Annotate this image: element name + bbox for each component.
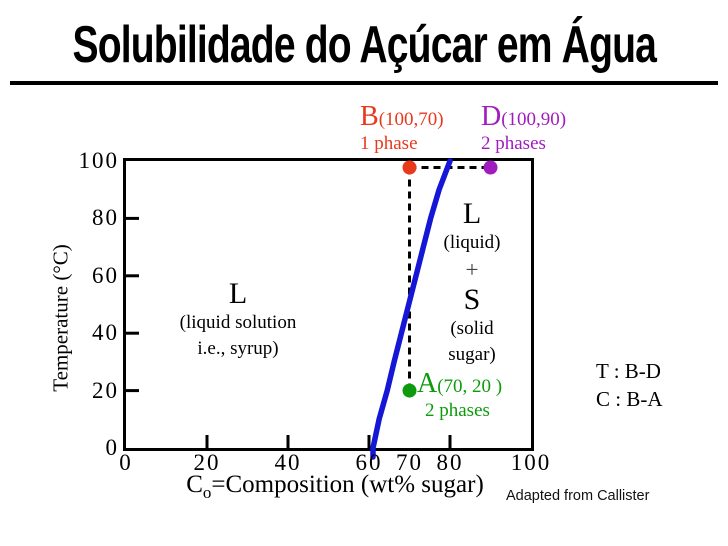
y-axis-tick-label: 100 [78, 148, 119, 173]
plot-area [123, 158, 534, 451]
region-liquid-line2: (liquid solution [179, 312, 297, 333]
x-axis-tick-label: 40 [274, 450, 302, 475]
x-axis-label: Co=Composition (wt% sugar) [165, 471, 505, 503]
point-a-annotation: A(70, 20 ) 2 phases [417, 368, 502, 422]
y-axis-tick-label: 0 [105, 435, 119, 460]
y-axis-tick-label: 80 [92, 205, 119, 231]
legend-notes: T : B-D C : B-A [596, 357, 663, 413]
title-underline [10, 81, 718, 85]
point-b-annotation: B(100,70) 1 phase [360, 101, 444, 155]
point-d-dot [483, 160, 498, 175]
region-liquid-symbol: L [228, 277, 248, 310]
plot-canvas [126, 158, 498, 460]
x-axis-tick-label: 60 [355, 450, 383, 475]
x-axis-symbol: C [186, 471, 203, 498]
region-label-liquid-plus-solid: L (liquid) + S (solid sugar) [430, 197, 514, 368]
point-a-coords: (70, 20 ) [437, 376, 503, 397]
x-axis-tick-label: 20 [193, 450, 221, 475]
x-axis-tick-label: 100 [510, 450, 552, 475]
region-ls-sugar: sugar) [448, 344, 496, 365]
y-axis-tick-label: 20 [92, 377, 119, 403]
point-a-dot [402, 383, 417, 398]
region-ls-liquid: (liquid) [443, 232, 501, 253]
x-axis-subscript: o [202, 483, 212, 502]
point-a-letter: A [417, 368, 438, 399]
x-axis-tick-label: 80 [436, 450, 464, 475]
point-d-title: D(100,90) [481, 101, 566, 133]
region-ls-l: L [462, 197, 482, 230]
point-d-coords: (100,90) [501, 109, 567, 130]
point-b-coords: (100,70) [378, 109, 444, 130]
point-b-phase: 1 phase [360, 133, 418, 154]
region-label-liquid: L (liquid solution i.e., syrup) [158, 277, 318, 362]
y-axis-tick-label: 40 [92, 320, 119, 346]
point-b-title: B(100,70) [360, 101, 444, 133]
region-ls-solid: (solid [450, 318, 494, 339]
y-axis-label: Temperature (°C) [48, 244, 73, 392]
note-composition: C : B-A [596, 387, 663, 411]
point-b-letter: B [360, 101, 379, 132]
title-bar: Solubilidade do Açúcar em Água [0, 14, 728, 73]
point-a-title: A(70, 20 ) [417, 368, 502, 400]
slide-title: Solubilidade do Açúcar em Água [72, 15, 656, 74]
y-axis-tick-label: 60 [92, 262, 119, 288]
point-d-letter: D [481, 101, 502, 132]
point-d-phase: 2 phases [481, 133, 546, 154]
point-a-phase: 2 phases [425, 400, 490, 421]
plus-sign: + [465, 257, 479, 282]
region-ls-s: S [463, 283, 481, 316]
source-footnote: Adapted from Callister [506, 488, 650, 504]
note-temperature: T : B-D [596, 359, 661, 383]
x-axis-rest: =Composition (wt% sugar) [211, 471, 484, 498]
region-liquid-line3: i.e., syrup) [197, 338, 279, 359]
solubility-curve [370, 158, 453, 460]
x-axis-tick-label: 70 [396, 450, 423, 475]
point-d-annotation: D(100,90) 2 phases [481, 101, 566, 155]
x-axis-tick-label: 0 [119, 450, 133, 475]
point-b-dot [402, 160, 417, 175]
